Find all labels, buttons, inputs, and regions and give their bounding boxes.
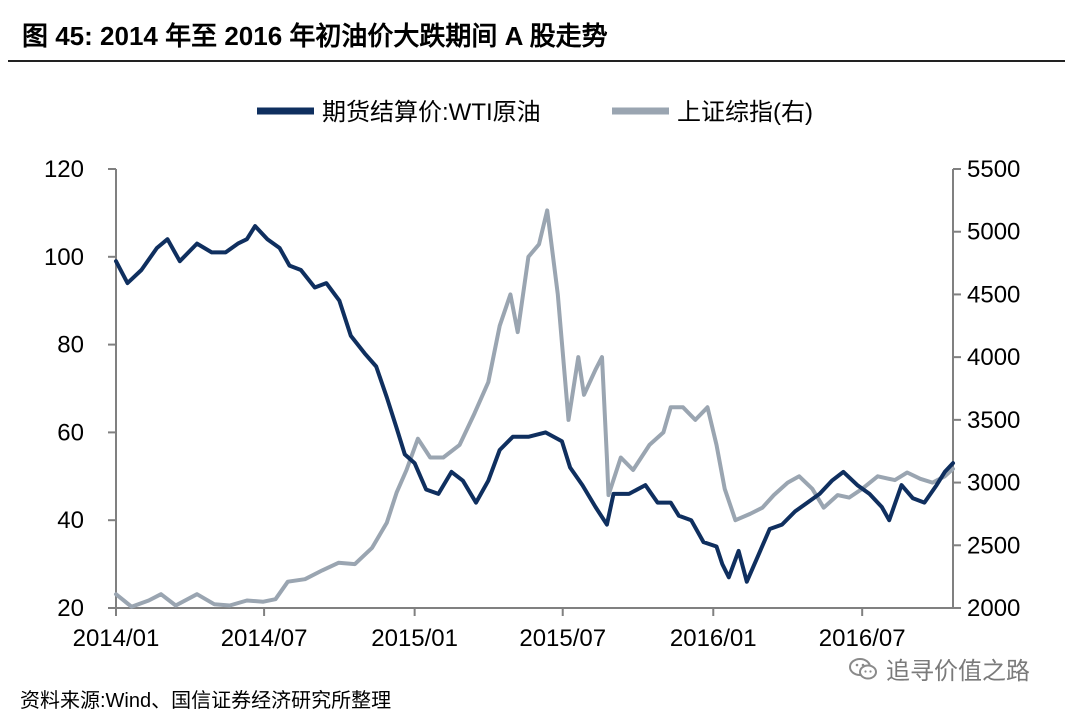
right-tick-label: 4000 xyxy=(967,344,1020,371)
x-tick-label: 2014/07 xyxy=(221,625,308,652)
x-tick-label: 2016/01 xyxy=(670,625,757,652)
wechat-icon xyxy=(849,657,877,679)
left-axis: 20 40 60 80 100 120 xyxy=(44,156,117,622)
right-tick-label: 3000 xyxy=(967,470,1020,497)
right-tick-label: 3500 xyxy=(967,407,1020,434)
right-axis-ticks: 2000 2500 3000 3500 4000 4500 5000 5500 xyxy=(953,156,1020,622)
x-axis-ticks: 2014/01 2014/07 2015/01 2015/07 2016/01 2016/… xyxy=(73,608,906,652)
watermark: 追寻价值之路 xyxy=(848,651,1030,686)
x-axis: 2014/01 2014/07 2015/01 2015/07 2016/01 2016/… xyxy=(73,607,953,652)
left-tick-label: 60 xyxy=(57,419,84,446)
legend-label-sse: 上证综指(右) xyxy=(677,99,813,126)
left-tick-label: 40 xyxy=(57,507,84,534)
figure-title: 图 45: 2014 年至 2016 年初油价大跌期间 A 股走势 xyxy=(22,21,608,51)
right-tick-label: 2500 xyxy=(967,532,1020,559)
left-axis-ticks: 20 40 60 80 100 120 xyxy=(44,156,116,622)
left-tick-label: 120 xyxy=(44,156,84,183)
series-line-sse xyxy=(114,208,955,609)
left-tick-label: 20 xyxy=(57,595,84,622)
series-layer xyxy=(114,208,955,609)
right-axis: 2000 2500 3000 3500 4000 4500 5000 5500 xyxy=(952,156,1020,622)
legend-label-wti: 期货结算价:WTI原油 xyxy=(322,99,541,126)
left-tick-label: 100 xyxy=(44,244,84,271)
series-line-wti xyxy=(114,224,955,584)
source-note: 资料来源:Wind、国信证券经济研究所整理 xyxy=(20,690,392,712)
title-divider xyxy=(8,60,1065,62)
x-tick-label: 2014/01 xyxy=(73,625,160,652)
x-tick-label: 2016/07 xyxy=(819,625,906,652)
legend: 期货结算价:WTI原油 上证综指(右) xyxy=(257,99,813,126)
x-tick-label: 2015/07 xyxy=(519,625,606,652)
watermark-text: 追寻价值之路 xyxy=(886,658,1030,685)
right-tick-label: 2000 xyxy=(967,595,1020,622)
right-tick-label: 4500 xyxy=(967,281,1020,308)
right-tick-label: 5500 xyxy=(967,156,1020,183)
right-tick-label: 5000 xyxy=(967,219,1020,246)
left-tick-label: 80 xyxy=(57,332,84,359)
x-tick-label: 2015/01 xyxy=(371,625,458,652)
